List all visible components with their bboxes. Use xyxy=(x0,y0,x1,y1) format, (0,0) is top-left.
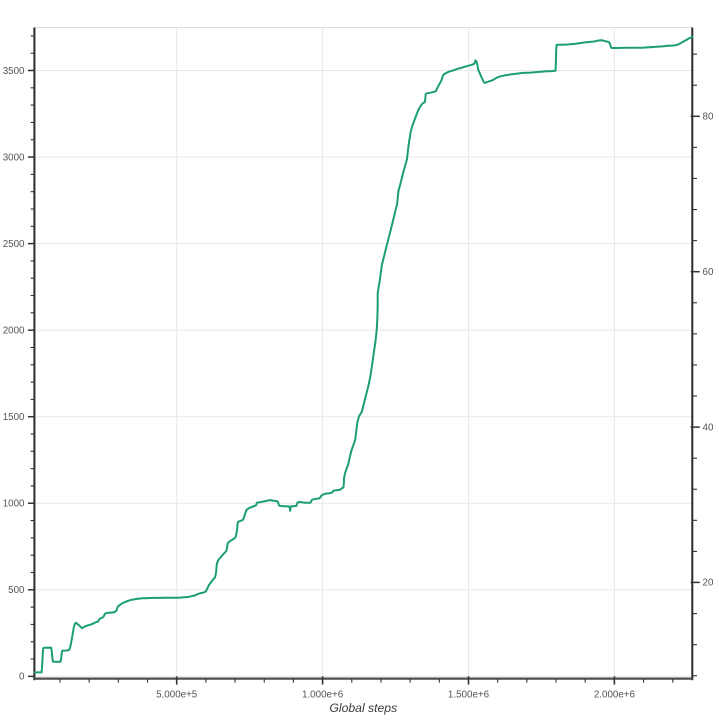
svg-text:500: 500 xyxy=(8,585,25,596)
svg-text:1500: 1500 xyxy=(3,412,25,423)
svg-text:2.000e+6: 2.000e+6 xyxy=(594,690,636,701)
svg-text:Global steps: Global steps xyxy=(329,701,397,715)
svg-text:3500: 3500 xyxy=(3,66,25,77)
svg-text:1.000e+6: 1.000e+6 xyxy=(302,690,344,701)
svg-text:5.000e+5: 5.000e+5 xyxy=(156,690,198,701)
svg-text:1.500e+6: 1.500e+6 xyxy=(448,690,490,701)
svg-text:60: 60 xyxy=(703,267,714,278)
svg-text:2500: 2500 xyxy=(3,239,25,250)
svg-text:20: 20 xyxy=(703,578,714,589)
svg-text:3000: 3000 xyxy=(3,152,25,163)
svg-text:80: 80 xyxy=(703,112,714,123)
svg-text:1000: 1000 xyxy=(3,499,25,510)
svg-text:0: 0 xyxy=(19,672,25,683)
svg-text:2000: 2000 xyxy=(3,325,25,336)
svg-text:40: 40 xyxy=(703,422,714,433)
